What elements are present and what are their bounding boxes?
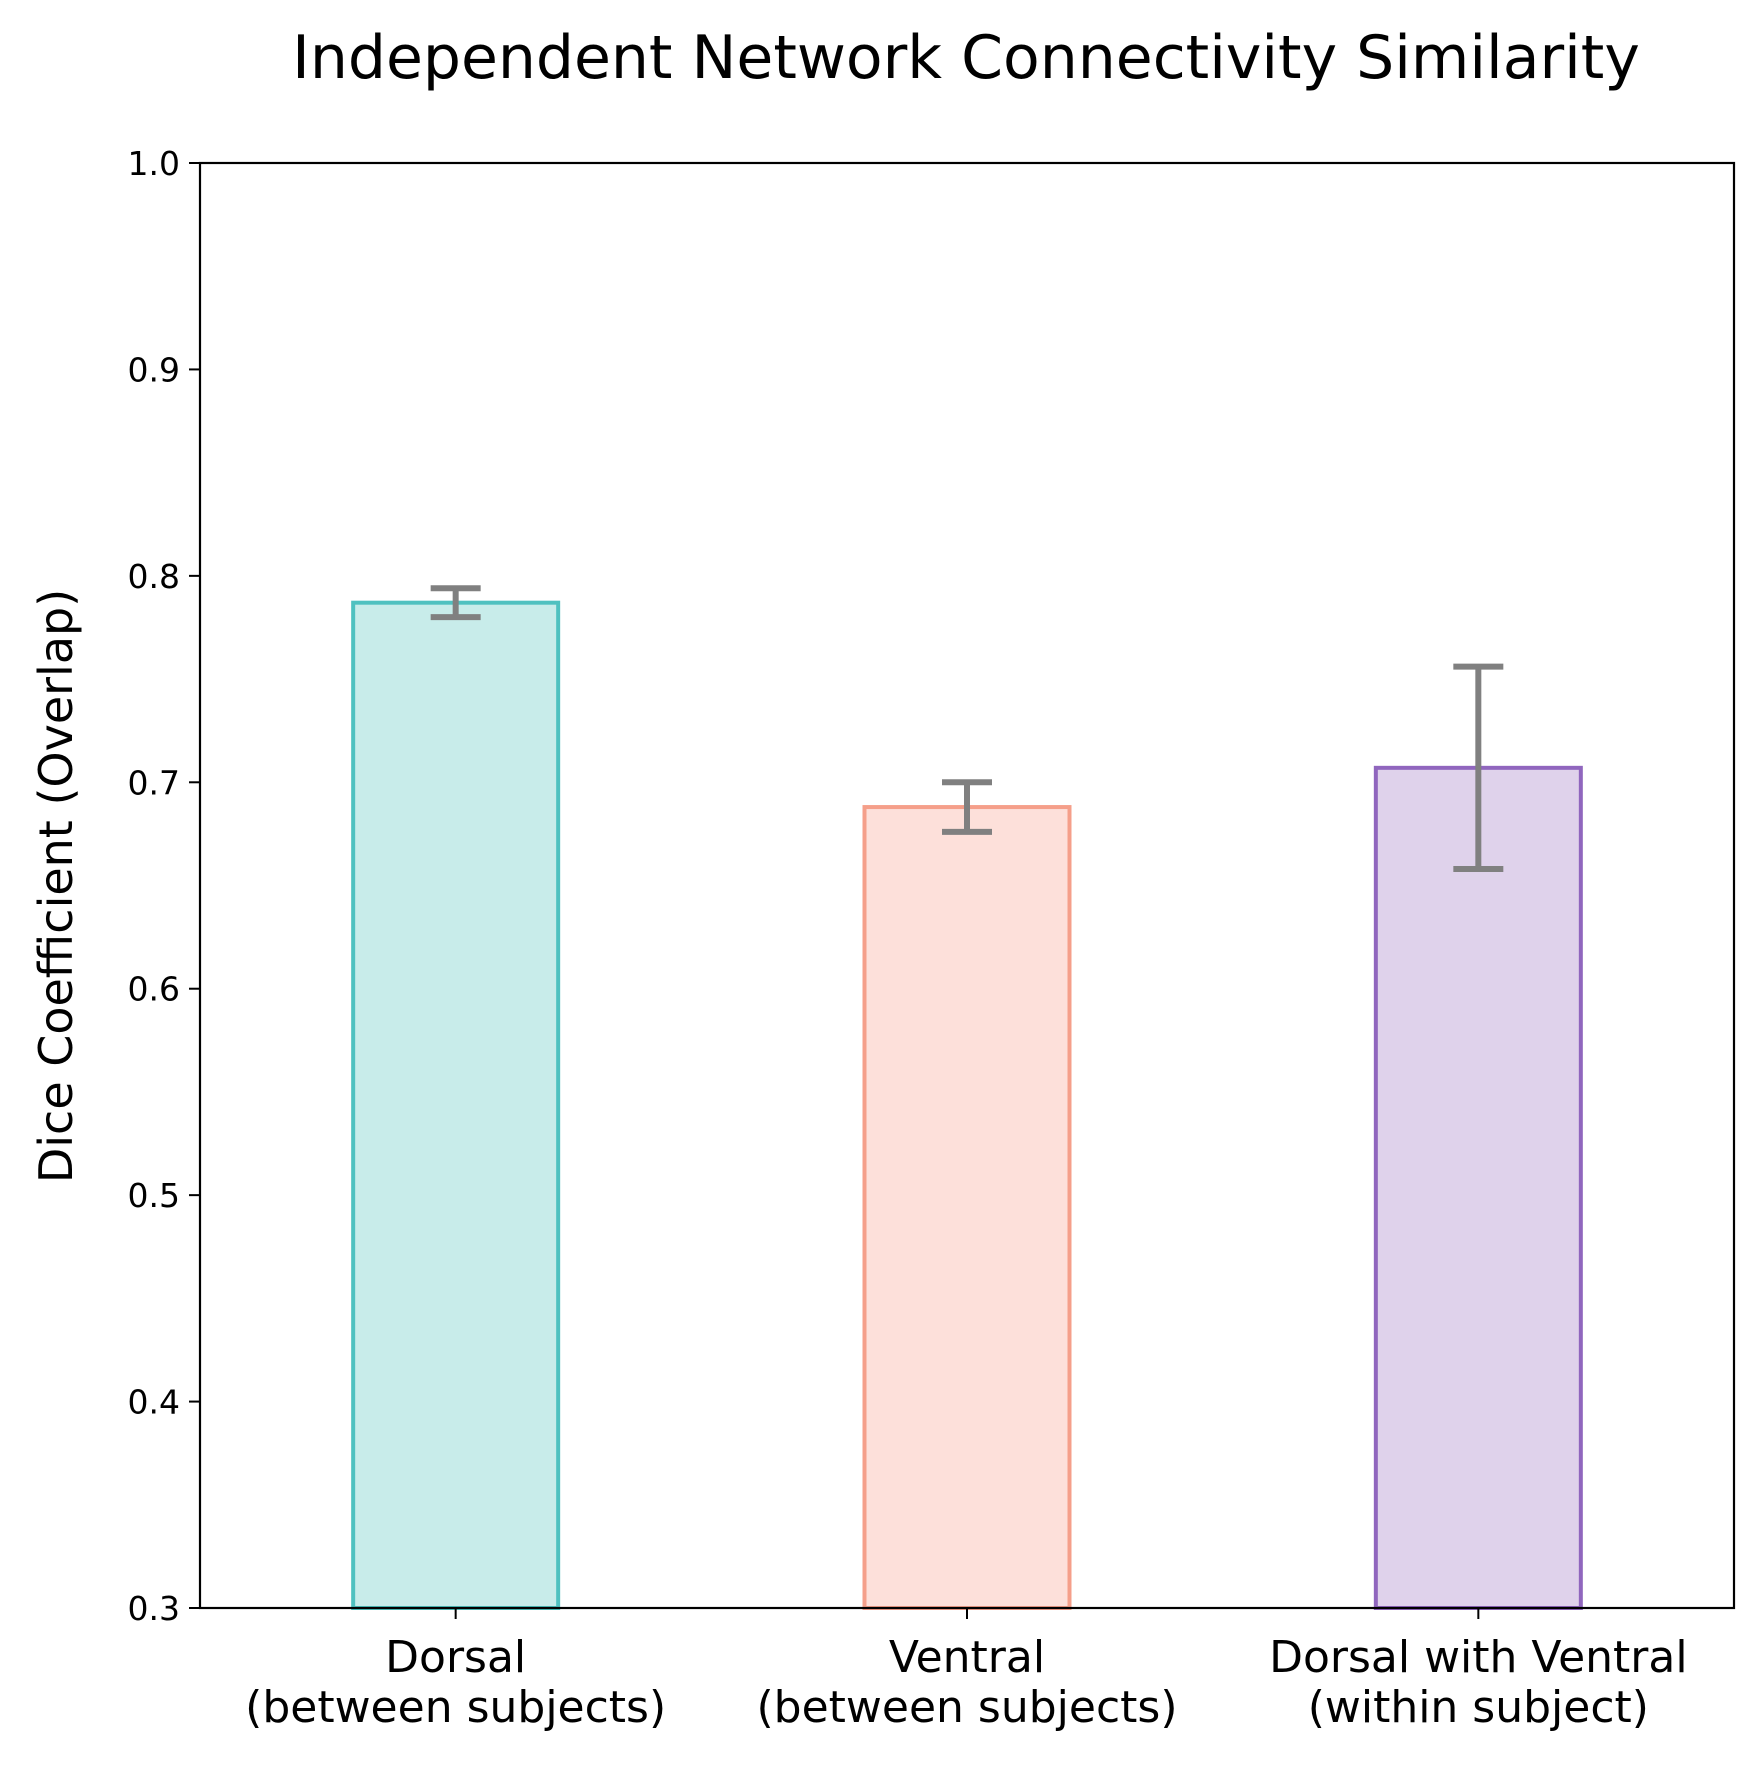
y-tick-label: 0.8: [128, 557, 180, 596]
y-tick-label: 0.6: [128, 970, 180, 1009]
error-bar: [1453, 663, 1504, 872]
error-bar: [942, 779, 992, 835]
plot-frame: [198, 161, 1736, 1610]
y-tick-label: 0.9: [128, 350, 180, 389]
y-tick-label: 0.7: [128, 763, 180, 802]
y-tick-label: 0.4: [128, 1383, 180, 1422]
bars: [351, 600, 1583, 1610]
y-tick-label: 1.0: [128, 144, 180, 183]
x-tick-label: (between subjects): [757, 1682, 1178, 1733]
error-bar: [430, 585, 481, 621]
x-tick-label: Dorsal with Ventral: [1269, 1632, 1688, 1683]
chart-title: Independent Network Connectivity Similar…: [292, 23, 1640, 93]
bar: [351, 600, 561, 1610]
y-tick-label: 0.5: [128, 1176, 180, 1215]
y-axis-label: Dice Coefficient (Overlap): [29, 589, 83, 1183]
error-bars: [430, 585, 1504, 872]
x-tick-label: Ventral: [889, 1632, 1045, 1683]
bar: [1373, 765, 1583, 1610]
x-tick-label: Dorsal: [385, 1632, 526, 1683]
bar: [862, 805, 1072, 1610]
y-axis-ticks: 0.3 0.4 0.5 0.6 0.7 0.8 0.9 1.0: [128, 144, 200, 1628]
x-tick-label: (between subjects): [245, 1682, 666, 1733]
x-axis-ticks: Dorsal(between subjects)Ventral(between …: [245, 1608, 1688, 1733]
x-tick-label: (within subject): [1308, 1682, 1649, 1733]
y-tick-label: 0.3: [128, 1589, 180, 1628]
